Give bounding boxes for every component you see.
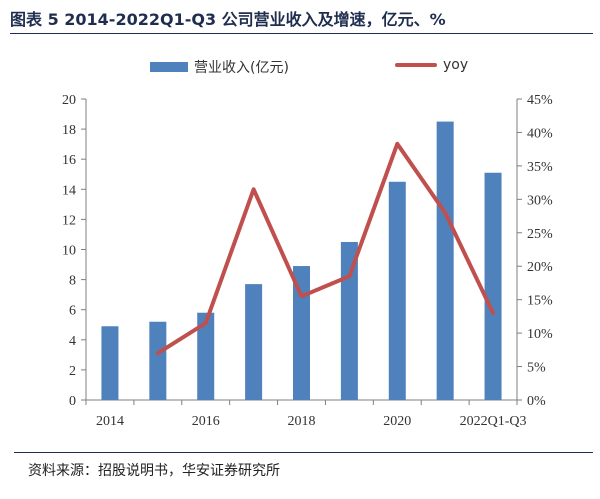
bar-revenue bbox=[340, 241, 358, 400]
y-right-tick-label: 0% bbox=[527, 394, 546, 409]
y-right-tick-label: 20% bbox=[527, 260, 553, 275]
line-yoy bbox=[155, 141, 496, 356]
bar-revenue bbox=[388, 181, 406, 400]
chart-legend: 营业收入(亿元) yoy bbox=[0, 57, 600, 77]
y-left-tick-label: 12 bbox=[62, 213, 76, 228]
bar-revenue bbox=[149, 321, 167, 400]
legend-label-yoy: yoy bbox=[443, 57, 469, 73]
x-tick-label: 2020 bbox=[383, 414, 411, 429]
y-left-tick-label: 14 bbox=[62, 183, 76, 198]
x-tick-label: 2018 bbox=[288, 414, 316, 429]
y-left-tick-label: 4 bbox=[69, 334, 76, 349]
bar-revenue bbox=[101, 326, 119, 400]
legend-item-yoy: yoy bbox=[395, 57, 468, 73]
y-left-tick-label: 8 bbox=[69, 274, 76, 289]
legend-item-revenue: 营业收入(亿元) bbox=[150, 57, 289, 77]
title-divider bbox=[10, 33, 593, 34]
y-right-tick-label: 10% bbox=[527, 327, 553, 342]
y-left-tick-label: 20 bbox=[62, 93, 76, 108]
x-tick-label: 2022Q1-Q3 bbox=[460, 414, 527, 429]
bar-revenue bbox=[197, 312, 215, 400]
y-left-tick-label: 10 bbox=[62, 244, 76, 259]
bar-revenue bbox=[484, 172, 502, 400]
y-right-tick-label: 5% bbox=[527, 361, 546, 376]
chart-title: 图表 5 2014-2022Q1-Q3 公司营业收入及增速，亿元、% bbox=[10, 10, 446, 29]
y-left-tick-label: 0 bbox=[69, 394, 76, 409]
y-left-tick-label: 2 bbox=[69, 364, 76, 379]
source-note: 资料来源：招股说明书，华安证券研究所 bbox=[28, 463, 280, 479]
y-right-tick-label: 45% bbox=[527, 93, 553, 108]
y-left-tick-label: 16 bbox=[62, 153, 76, 168]
y-left-tick-label: 18 bbox=[62, 123, 76, 138]
legend-swatch-bar bbox=[150, 62, 188, 72]
bar-revenue bbox=[245, 284, 263, 400]
bar-revenue bbox=[293, 266, 310, 400]
y-right-tick-label: 25% bbox=[527, 227, 553, 242]
legend-swatch-line bbox=[395, 63, 437, 67]
x-tick-label: 2014 bbox=[96, 414, 124, 429]
source-divider bbox=[14, 452, 593, 453]
y-right-tick-label: 35% bbox=[527, 160, 553, 175]
y-right-tick-label: 30% bbox=[527, 193, 553, 208]
legend-label-revenue: 营业收入(亿元) bbox=[194, 60, 289, 76]
x-tick-label: 2016 bbox=[192, 414, 220, 429]
y-left-tick-label: 6 bbox=[69, 304, 76, 319]
y-right-tick-label: 40% bbox=[527, 126, 553, 141]
bar-revenue bbox=[436, 121, 454, 400]
y-right-tick-label: 15% bbox=[527, 294, 553, 309]
